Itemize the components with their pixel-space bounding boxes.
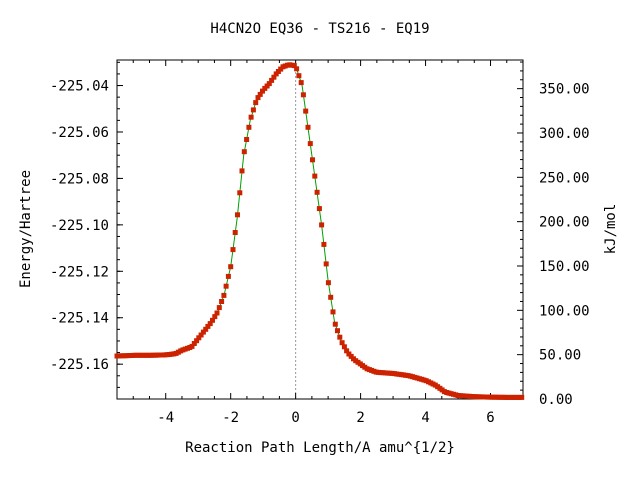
data-point — [312, 173, 318, 179]
data-point — [230, 247, 236, 253]
data-point — [291, 63, 297, 69]
data-point — [269, 77, 275, 83]
y-tick-label: -225.08 — [50, 171, 109, 187]
data-point — [189, 343, 195, 349]
data-point — [337, 334, 343, 340]
data-point — [237, 190, 243, 196]
data-point — [225, 273, 231, 279]
data-point — [298, 80, 304, 86]
x-tick-label: 0 — [291, 410, 299, 426]
data-point — [330, 309, 336, 315]
data-point — [221, 292, 227, 298]
y-tick-label: -225.14 — [50, 311, 109, 327]
y2-axis-label: kJ/mol — [603, 204, 619, 255]
x-axis: -4 -2 0 2 4 6 — [116, 60, 524, 426]
data-point — [300, 92, 306, 98]
data-point — [196, 335, 202, 341]
x-tick-label: -4 — [157, 410, 174, 426]
data-point — [325, 280, 331, 286]
y-tick-label: -225.10 — [50, 218, 109, 234]
x-tick-label: 4 — [421, 410, 429, 426]
data-point — [203, 326, 209, 332]
data-point — [198, 332, 204, 338]
data-point — [191, 341, 197, 346]
data-point — [305, 124, 311, 130]
data-point — [200, 329, 206, 335]
data-point — [519, 394, 525, 400]
y-tick-label: -225.04 — [50, 79, 109, 95]
data-point — [212, 314, 218, 320]
data-point — [219, 299, 225, 304]
x-tick-label: -2 — [222, 410, 239, 426]
data-point — [244, 137, 250, 142]
data-point — [255, 95, 261, 101]
data-point — [250, 107, 256, 113]
x-tick-label: 2 — [356, 410, 364, 426]
y-tick-label: -225.12 — [50, 264, 109, 280]
energy-curve — [116, 64, 523, 398]
data-point — [228, 264, 234, 270]
data-point — [344, 348, 350, 354]
data-point — [205, 323, 211, 329]
data-point — [339, 340, 345, 346]
data-point — [341, 344, 347, 350]
data-point — [260, 88, 265, 94]
data-point — [232, 230, 238, 235]
data-point — [216, 305, 222, 311]
data-point — [321, 241, 327, 247]
data-point — [310, 157, 315, 163]
data-point — [235, 212, 240, 218]
y2-tick-label: 150.00 — [539, 259, 590, 275]
y2-tick-label: 200.00 — [539, 215, 590, 231]
data-point — [323, 261, 329, 267]
y2-tick-label: 100.00 — [539, 303, 590, 319]
x-tick-label: 6 — [486, 410, 494, 426]
data-point — [248, 114, 254, 120]
y-tick-label: -225.06 — [50, 125, 109, 141]
y-axis-left: -225.04 -225.06 -225.08 -225.10 -225.12 -225.… — [50, 61, 123, 388]
data-point — [239, 168, 245, 174]
plot-frame — [116, 59, 524, 400]
data-point — [223, 283, 229, 289]
data-point — [332, 321, 338, 327]
x-axis-label: Reaction Path Length/A amu^{1/2} — [185, 440, 455, 456]
data-point — [335, 328, 340, 334]
data-point — [241, 149, 247, 155]
data-point — [271, 74, 277, 80]
data-point — [253, 100, 259, 106]
data-point — [207, 321, 213, 327]
data-point — [194, 338, 200, 344]
data-point — [307, 141, 313, 147]
data-point — [246, 124, 252, 130]
y2-tick-label: 350.00 — [539, 82, 590, 98]
data-point — [314, 189, 320, 195]
data-point — [257, 91, 263, 97]
chart-title: H4CN2O EQ36 - TS216 - EQ19 — [210, 21, 429, 37]
energy-markers — [114, 62, 525, 400]
data-point — [328, 294, 334, 300]
data-point — [296, 73, 302, 79]
y2-tick-label: 300.00 — [539, 126, 590, 142]
y-axis-label: Energy/Hartree — [18, 170, 34, 288]
y-tick-label: -225.16 — [50, 357, 109, 373]
data-point — [303, 108, 309, 114]
data-point — [316, 206, 322, 212]
data-point — [210, 317, 215, 323]
y2-tick-label: 0.00 — [539, 392, 573, 408]
y2-tick-label: 50.00 — [539, 348, 581, 364]
data-point — [319, 222, 325, 228]
data-point — [294, 66, 300, 72]
data-point — [214, 310, 220, 316]
y-axis-right: 350.00 300.00 250.00 200.00 150.00 100.00 50.0… — [517, 61, 590, 408]
y2-tick-label: 250.00 — [539, 170, 590, 186]
data-point — [266, 81, 272, 87]
